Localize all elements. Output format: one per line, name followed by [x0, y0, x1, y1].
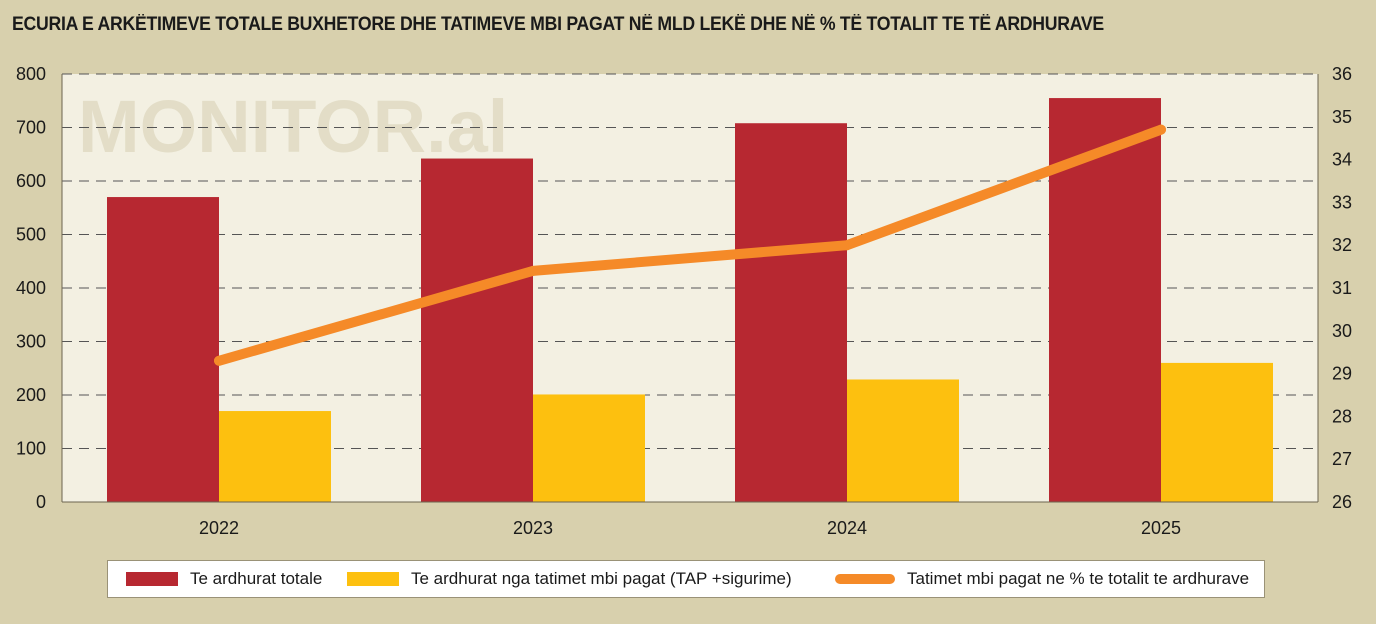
watermark: MONITOR.al	[78, 85, 508, 168]
y-right-tick-label: 31	[1332, 278, 1352, 298]
bar-wage-tax-2025	[1161, 363, 1273, 502]
bar-total-2025	[1049, 98, 1161, 502]
y-right-tick-label: 34	[1332, 150, 1352, 170]
legend-item-wage-tax: Te ardhurat nga tatimet mbi pagat (TAP +…	[347, 561, 792, 597]
y-right-tick-label: 30	[1332, 321, 1352, 341]
legend-label-wage-tax: Te ardhurat nga tatimet mbi pagat (TAP +…	[411, 569, 792, 589]
y-left-tick-label: 700	[16, 118, 46, 138]
y-left-tick-label: 400	[16, 278, 46, 298]
bar-total-2022	[107, 197, 219, 502]
y-left-tick-label: 500	[16, 225, 46, 245]
legend-swatch-wage-tax	[347, 572, 399, 586]
x-tick-label: 2023	[513, 518, 553, 538]
x-tick-label: 2025	[1141, 518, 1181, 538]
percent-point-2022	[214, 356, 224, 366]
y-left-tick-label: 200	[16, 385, 46, 405]
y-left-tick-label: 0	[36, 492, 46, 512]
bar-wage-tax-2022	[219, 411, 331, 502]
x-tick-label: 2022	[199, 518, 239, 538]
y-left-tick-label: 300	[16, 332, 46, 352]
percent-point-2024	[842, 240, 852, 250]
y-right-tick-label: 29	[1332, 364, 1352, 384]
x-tick-label: 2024	[827, 518, 867, 538]
legend-swatch-percent	[835, 574, 895, 584]
bar-total-2024	[735, 123, 847, 502]
legend-item-percent: Tatimet mbi pagat ne % te totalit te ard…	[835, 561, 1249, 597]
y-right-tick-label: 33	[1332, 192, 1352, 212]
legend-swatch-total	[126, 572, 178, 586]
legend-label-percent: Tatimet mbi pagat ne % te totalit te ard…	[907, 569, 1249, 589]
y-left-tick-label: 800	[16, 64, 46, 84]
percent-point-2025	[1156, 125, 1166, 135]
y-right-tick-label: 26	[1332, 492, 1352, 512]
percent-point-2023	[528, 266, 538, 276]
y-right-tick-label: 35	[1332, 107, 1352, 127]
legend: Te ardhurat totale Te ardhurat nga tatim…	[107, 560, 1265, 598]
bar-wage-tax-2024	[847, 379, 959, 502]
y-left-tick-label: 600	[16, 171, 46, 191]
bar-total-2023	[421, 159, 533, 502]
legend-item-total: Te ardhurat totale	[126, 561, 322, 597]
y-right-tick-label: 28	[1332, 406, 1352, 426]
y-right-tick-label: 27	[1332, 449, 1352, 469]
y-right-tick-label: 32	[1332, 235, 1352, 255]
bar-wage-tax-2023	[533, 394, 645, 502]
y-left-tick-label: 100	[16, 439, 46, 459]
legend-label-total: Te ardhurat totale	[190, 569, 322, 589]
y-right-tick-label: 36	[1332, 64, 1352, 84]
